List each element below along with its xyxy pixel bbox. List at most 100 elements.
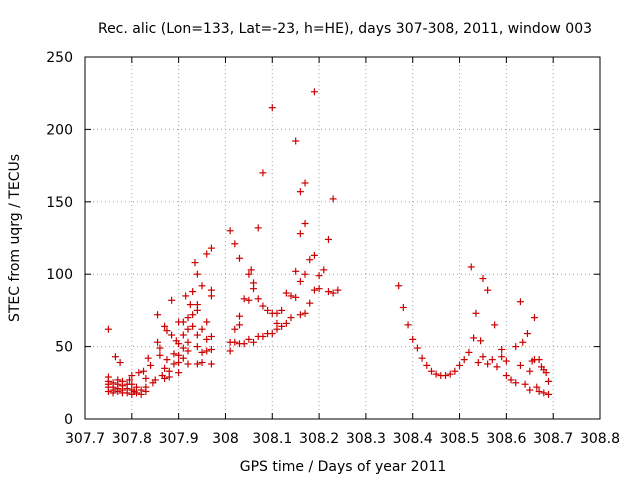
data-point <box>198 282 206 290</box>
x-tick-label: 308.6 <box>486 431 526 447</box>
data-point <box>189 322 197 330</box>
data-point <box>479 275 487 283</box>
data-point <box>472 309 480 317</box>
data-point <box>193 360 201 368</box>
data-point <box>191 259 199 267</box>
data-point <box>523 330 531 338</box>
data-point <box>315 285 323 293</box>
data-point <box>184 325 192 333</box>
x-tick-labels: 307.7 307.8 307.9 308 308.1 308.2 308.3 308.4 30… <box>65 431 620 447</box>
data-point <box>484 286 492 294</box>
data-point <box>278 306 286 314</box>
data-point <box>104 387 112 395</box>
x-axis-label: GPS time / Days of year 2011 <box>240 459 447 475</box>
data-point <box>137 390 145 398</box>
data-point <box>292 137 300 145</box>
data-point <box>245 335 253 343</box>
data-point <box>193 306 201 314</box>
data-point <box>184 347 192 355</box>
data-point <box>203 318 211 326</box>
data-point <box>512 379 520 387</box>
data-point <box>140 367 148 375</box>
y-tick-labels: 0 50 100 150 200 250 <box>46 50 73 428</box>
data-point <box>170 360 178 368</box>
data-point <box>442 372 449 380</box>
data-point <box>114 387 122 395</box>
data-point <box>493 363 501 371</box>
data-point <box>179 331 187 339</box>
data-point <box>168 296 176 304</box>
data-point <box>142 387 150 395</box>
data-point <box>245 270 253 278</box>
data-point <box>125 376 133 384</box>
data-point <box>296 230 304 238</box>
data-point <box>456 361 464 369</box>
data-point <box>278 322 286 330</box>
y-tick-label: 150 <box>46 195 73 211</box>
data-point <box>545 390 552 398</box>
data-point <box>292 267 300 275</box>
data-point <box>474 359 482 367</box>
data-point <box>545 377 552 385</box>
data-point <box>247 266 255 274</box>
data-point <box>207 332 215 340</box>
data-point <box>133 389 140 397</box>
data-point <box>161 364 169 372</box>
data-point <box>465 348 473 356</box>
data-point <box>250 338 258 346</box>
data-point <box>189 311 197 319</box>
x-tick-label: 308.1 <box>252 431 292 447</box>
data-point <box>399 304 407 312</box>
data-point <box>542 369 550 377</box>
data-point <box>310 286 318 294</box>
data-point <box>184 360 192 368</box>
data-point <box>236 254 243 262</box>
data-point <box>193 270 201 278</box>
x-tick-label: 308.5 <box>439 431 479 447</box>
data-point <box>516 361 524 369</box>
data-point <box>207 360 215 368</box>
data-point <box>161 322 169 330</box>
x-tick-label: 307.7 <box>65 431 105 447</box>
data-point <box>182 292 190 300</box>
data-point <box>179 354 187 362</box>
data-point <box>479 353 487 361</box>
data-point <box>470 334 478 342</box>
data-point <box>491 321 499 329</box>
data-point <box>334 286 342 294</box>
data-point <box>163 356 171 364</box>
data-point <box>161 374 169 382</box>
y-tick-label: 200 <box>46 122 73 138</box>
data-point <box>488 356 496 364</box>
data-point <box>526 367 534 375</box>
chart-title: Rec. alic (Lon=133, Lat=-23, h=HE), days… <box>98 21 592 37</box>
data-point <box>484 360 492 368</box>
data-point <box>240 295 248 303</box>
data-point <box>404 321 412 329</box>
data-point <box>111 353 119 361</box>
data-point <box>507 376 515 384</box>
data-point <box>306 299 314 307</box>
data-point <box>432 370 440 378</box>
x-tick-label: 308.8 <box>580 431 620 447</box>
data-point <box>413 344 421 352</box>
y-axis-label: STEC from uqrg / TECUs <box>7 154 23 322</box>
data-point <box>154 311 162 319</box>
data-point <box>135 369 143 377</box>
data-point <box>184 314 192 322</box>
data-point <box>296 188 304 196</box>
data-point <box>147 361 155 369</box>
data-point <box>184 338 192 346</box>
data-point <box>236 321 243 329</box>
data-point <box>498 345 506 353</box>
x-tick-label: 308.3 <box>346 431 386 447</box>
data-point <box>409 335 417 343</box>
y-tick-label: 0 <box>64 412 73 428</box>
x-tick-label: 308 <box>212 431 239 447</box>
data-point <box>477 337 485 345</box>
data-point <box>533 383 541 391</box>
data-point <box>207 345 215 353</box>
data-point <box>502 372 510 380</box>
data-point <box>128 372 136 380</box>
data-point <box>186 301 194 309</box>
